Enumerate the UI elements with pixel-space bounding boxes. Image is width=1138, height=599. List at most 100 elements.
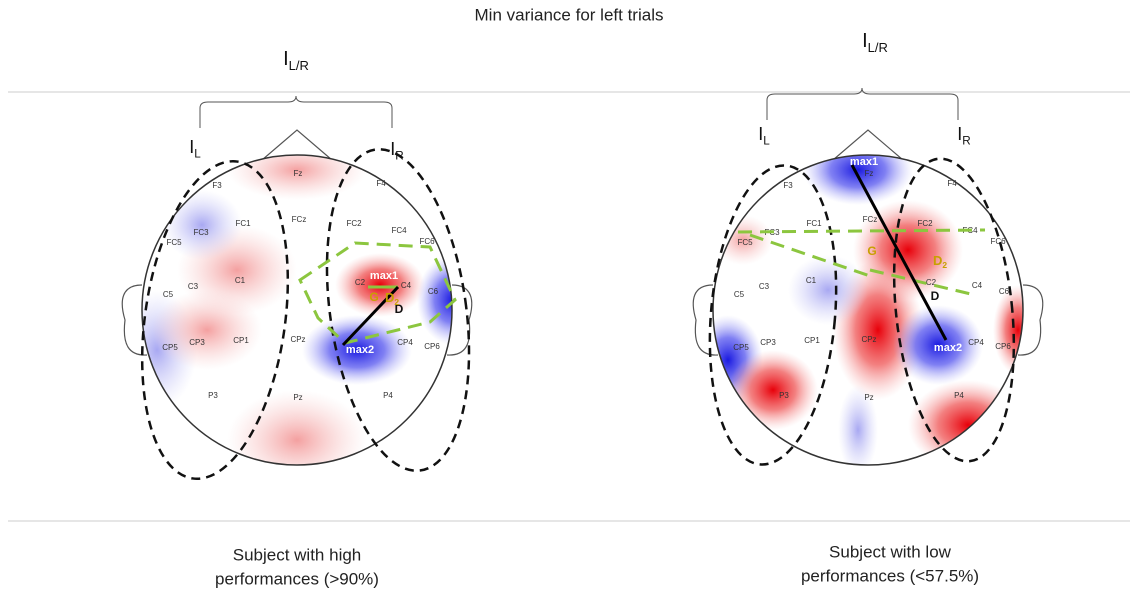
electrode-label: P3 — [779, 391, 789, 400]
electrode-label: C5 — [734, 290, 745, 299]
annotation: G — [369, 290, 378, 304]
annotation-sub: 2 — [394, 297, 399, 307]
hemisphere-region — [708, 164, 838, 466]
electrode-label: FCz — [292, 215, 307, 224]
group-label-sub: L/R — [868, 40, 888, 55]
hemisphere-region — [892, 157, 1016, 463]
connection-line — [869, 268, 976, 297]
electrode-label: P3 — [208, 391, 218, 400]
electrode-label: C3 — [188, 282, 199, 291]
electrode-label: FC5 — [166, 238, 182, 247]
electrode-label: CP1 — [804, 336, 820, 345]
left-label: IL — [189, 137, 201, 161]
nose — [261, 129, 333, 161]
electrode-label: CP5 — [733, 343, 749, 352]
connection-line — [298, 241, 457, 345]
annotation: G — [867, 244, 876, 258]
right-label-main: I — [957, 124, 962, 144]
electrode-label: Pz — [864, 393, 873, 402]
caption: Subject with high — [233, 545, 362, 564]
right-label: IR — [390, 139, 403, 163]
activation-blob — [728, 350, 818, 430]
ear — [1017, 284, 1044, 356]
annotation-text: D — [395, 302, 404, 316]
electrode-label: C6 — [428, 287, 439, 296]
electrode-label: CP3 — [760, 338, 776, 347]
annotation: D2 — [385, 290, 399, 307]
activation-blob — [788, 255, 868, 325]
annotation-text: max1 — [370, 270, 398, 282]
electrode-label: CP1 — [233, 336, 249, 345]
right-label-sub: R — [395, 149, 403, 162]
right-label: IR — [957, 124, 970, 148]
electrode-label: C2 — [355, 278, 366, 287]
annotation-text: max1 — [850, 156, 878, 168]
electrode-label: CP6 — [424, 342, 440, 351]
activation-blob — [803, 155, 913, 205]
annotation: D — [395, 302, 404, 316]
electrode-label: C2 — [926, 278, 937, 287]
left-label-main: I — [758, 124, 763, 144]
hemisphere-region — [140, 160, 290, 480]
group-label-main: I — [862, 30, 868, 52]
bracket — [766, 87, 959, 120]
electrode-label: FC1 — [806, 219, 822, 228]
head-outline — [712, 154, 1024, 466]
activation-blob — [162, 190, 242, 260]
annotation-text: G — [867, 244, 876, 258]
electrode-label: F3 — [783, 181, 793, 190]
annotation: max2 — [346, 344, 374, 356]
annotation-text: max2 — [346, 344, 374, 356]
ear — [446, 284, 473, 356]
electrode-label: P4 — [954, 391, 964, 400]
head-outline — [141, 154, 453, 466]
left-label-sub: L — [194, 147, 201, 160]
electrode-label: FC6 — [990, 237, 1006, 246]
annotation-text: D — [933, 253, 942, 268]
group-label: IL/R — [283, 48, 309, 73]
electrode-label: CP6 — [995, 342, 1011, 351]
electrode-label: C6 — [999, 287, 1010, 296]
activation-blob — [335, 253, 425, 317]
electrode-label: F3 — [212, 181, 222, 190]
left-label-sub: L — [763, 134, 770, 147]
activation-blob — [893, 305, 983, 385]
activation-blob — [152, 290, 262, 370]
annotation-text: G — [369, 290, 378, 304]
annotation: max1 — [850, 156, 878, 168]
group-label: IL/R — [862, 30, 888, 55]
annotation: D2 — [933, 253, 947, 270]
connection-line — [737, 228, 986, 234]
topomap — [142, 155, 452, 465]
distance-line — [341, 285, 400, 347]
hemisphere-region — [325, 148, 471, 472]
bracket — [199, 95, 393, 128]
electrode-label: FC1 — [235, 219, 251, 228]
annotation: max1 — [370, 270, 398, 282]
electrode-label: FC6 — [419, 237, 435, 246]
annotation-text: max2 — [934, 342, 962, 354]
title: Min variance for left trials — [475, 5, 664, 24]
electrode-label: C4 — [972, 281, 983, 290]
group-label-main: I — [283, 48, 289, 70]
electrode-label: CP4 — [397, 338, 413, 347]
electrode-label: C5 — [163, 290, 174, 299]
electrode-label: Fz — [294, 169, 303, 178]
annotation: D — [931, 289, 940, 303]
electrode-label: CP4 — [968, 338, 984, 347]
right-label-sub: R — [962, 134, 970, 147]
activation-blob — [227, 390, 367, 465]
activation-blob — [838, 385, 878, 465]
electrode-label: FC2 — [346, 219, 362, 228]
electrode-label: CPz — [290, 335, 305, 344]
electrode-label: FCz — [863, 215, 878, 224]
electrode-label: CP3 — [189, 338, 205, 347]
activation-blob — [302, 315, 412, 385]
annotation-text: D — [931, 289, 940, 303]
caption: performances (<57.5%) — [801, 566, 979, 585]
left-label: IL — [758, 124, 770, 148]
group-label-sub: L/R — [289, 58, 309, 73]
electrode-label: CPz — [861, 335, 876, 344]
caption: performances (>90%) — [215, 569, 379, 588]
